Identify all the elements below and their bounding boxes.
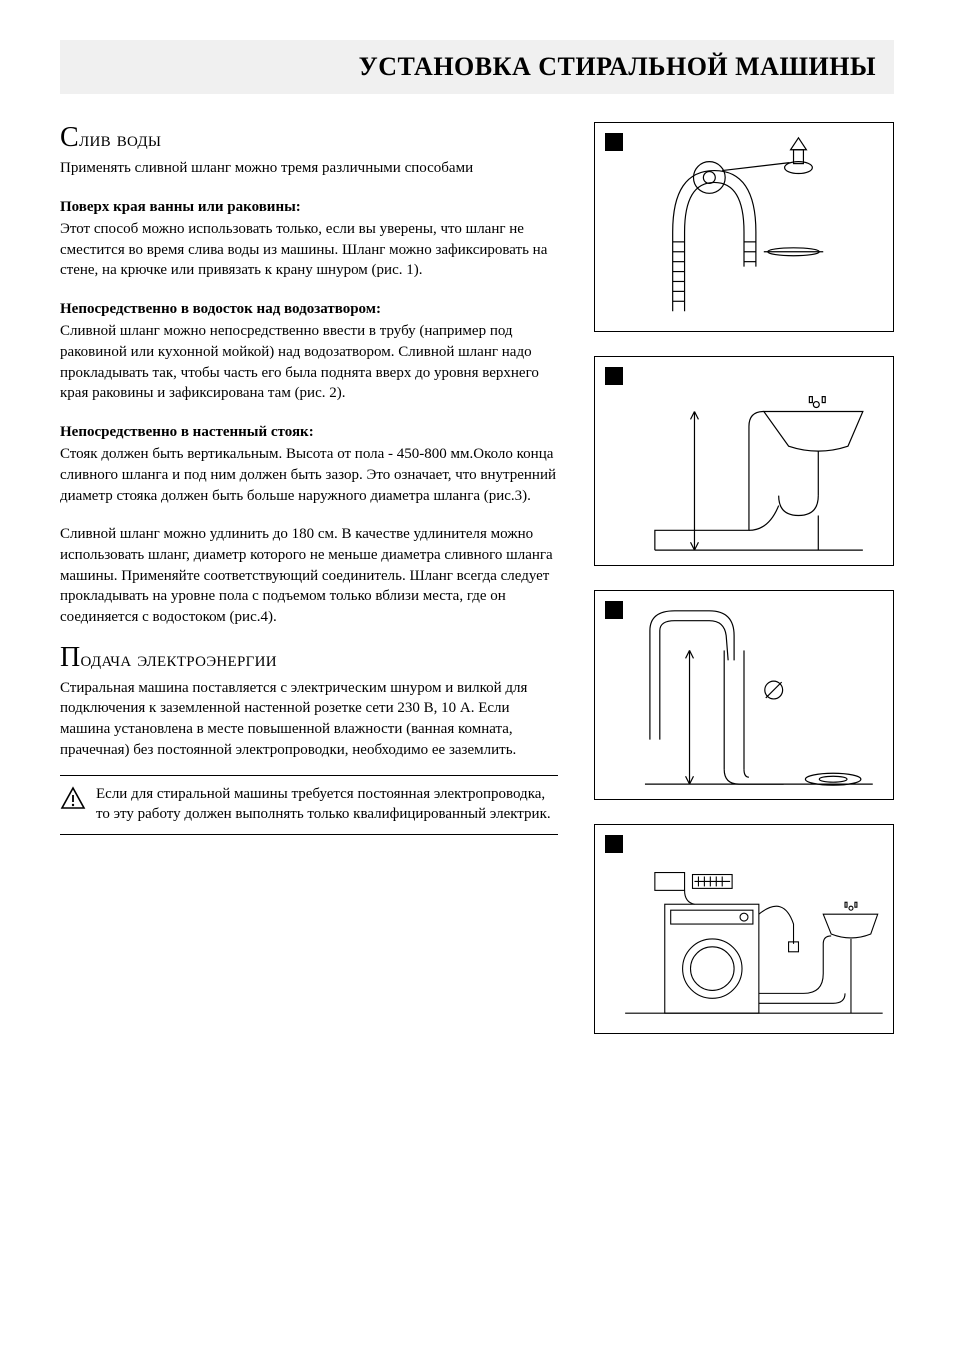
figure-1 bbox=[594, 122, 894, 332]
power-heading: Подача электроэнергии bbox=[60, 642, 558, 674]
method-2-text: Сливной шланг можно непосредственно ввес… bbox=[60, 321, 558, 404]
extension-text: Сливной шланг можно удлинить до 180 см. … bbox=[60, 524, 558, 627]
figure-1-diagram bbox=[595, 123, 893, 331]
warning-icon bbox=[60, 784, 86, 815]
power-text: Стиральная машина поставляется с электри… bbox=[60, 678, 558, 761]
figure-column bbox=[594, 122, 894, 1058]
method-2-title: Непосредственно в водосток над водозатво… bbox=[60, 299, 558, 319]
figure-4-diagram bbox=[595, 825, 893, 1033]
method-3: Непосредственно в настенный стояк: Стояк… bbox=[60, 422, 558, 506]
drain-heading: Слив воды bbox=[60, 122, 558, 154]
figure-2-diagram bbox=[595, 357, 893, 565]
page-title-bar: УСТАНОВКА СТИРАЛЬНОЙ МАШИНЫ bbox=[60, 40, 894, 94]
method-1-text: Этот способ можно использовать только, е… bbox=[60, 219, 558, 281]
warning-text: Если для стиральной машины требуется пос… bbox=[96, 784, 558, 825]
method-3-title: Непосредственно в настенный стояк: bbox=[60, 422, 558, 442]
page-title: УСТАНОВКА СТИРАЛЬНОЙ МАШИНЫ bbox=[78, 52, 876, 82]
text-column: Слив воды Применять сливной шланг можно … bbox=[60, 122, 558, 1058]
method-2: Непосредственно в водосток над водозатво… bbox=[60, 299, 558, 404]
method-3-text: Стояк должен быть вертикальным. Высота о… bbox=[60, 444, 558, 506]
method-1: Поверх края ванны или раковины: Этот спо… bbox=[60, 197, 558, 281]
figure-2 bbox=[594, 356, 894, 566]
figure-4 bbox=[594, 824, 894, 1034]
figure-3 bbox=[594, 590, 894, 800]
figure-3-diagram bbox=[595, 591, 893, 799]
method-1-title: Поверх края ванны или раковины: bbox=[60, 197, 558, 217]
drain-intro: Применять сливной шланг можно тремя разл… bbox=[60, 158, 558, 179]
warning-box: Если для стиральной машины требуется пос… bbox=[60, 775, 558, 836]
content-columns: Слив воды Применять сливной шланг можно … bbox=[60, 122, 894, 1058]
